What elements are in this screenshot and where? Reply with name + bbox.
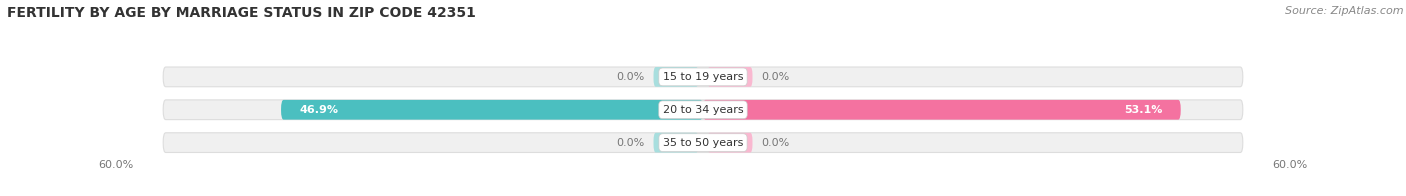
Text: 20 to 34 years: 20 to 34 years xyxy=(662,105,744,115)
Text: Source: ZipAtlas.com: Source: ZipAtlas.com xyxy=(1285,6,1403,16)
Text: FERTILITY BY AGE BY MARRIAGE STATUS IN ZIP CODE 42351: FERTILITY BY AGE BY MARRIAGE STATUS IN Z… xyxy=(7,6,475,20)
Text: 35 to 50 years: 35 to 50 years xyxy=(662,138,744,148)
FancyBboxPatch shape xyxy=(163,67,1243,87)
Text: 60.0%: 60.0% xyxy=(1272,160,1308,170)
Text: 53.1%: 53.1% xyxy=(1125,105,1163,115)
FancyBboxPatch shape xyxy=(654,67,699,87)
FancyBboxPatch shape xyxy=(707,133,752,152)
Text: 0.0%: 0.0% xyxy=(616,138,644,148)
FancyBboxPatch shape xyxy=(707,67,752,87)
FancyBboxPatch shape xyxy=(654,133,699,152)
Text: 0.0%: 0.0% xyxy=(762,138,790,148)
Text: 46.9%: 46.9% xyxy=(299,105,337,115)
Text: 0.0%: 0.0% xyxy=(762,72,790,82)
FancyBboxPatch shape xyxy=(163,133,1243,152)
FancyBboxPatch shape xyxy=(703,100,1181,120)
FancyBboxPatch shape xyxy=(281,100,703,120)
Text: 60.0%: 60.0% xyxy=(98,160,134,170)
FancyBboxPatch shape xyxy=(163,100,1243,120)
Text: 15 to 19 years: 15 to 19 years xyxy=(662,72,744,82)
Text: 0.0%: 0.0% xyxy=(616,72,644,82)
